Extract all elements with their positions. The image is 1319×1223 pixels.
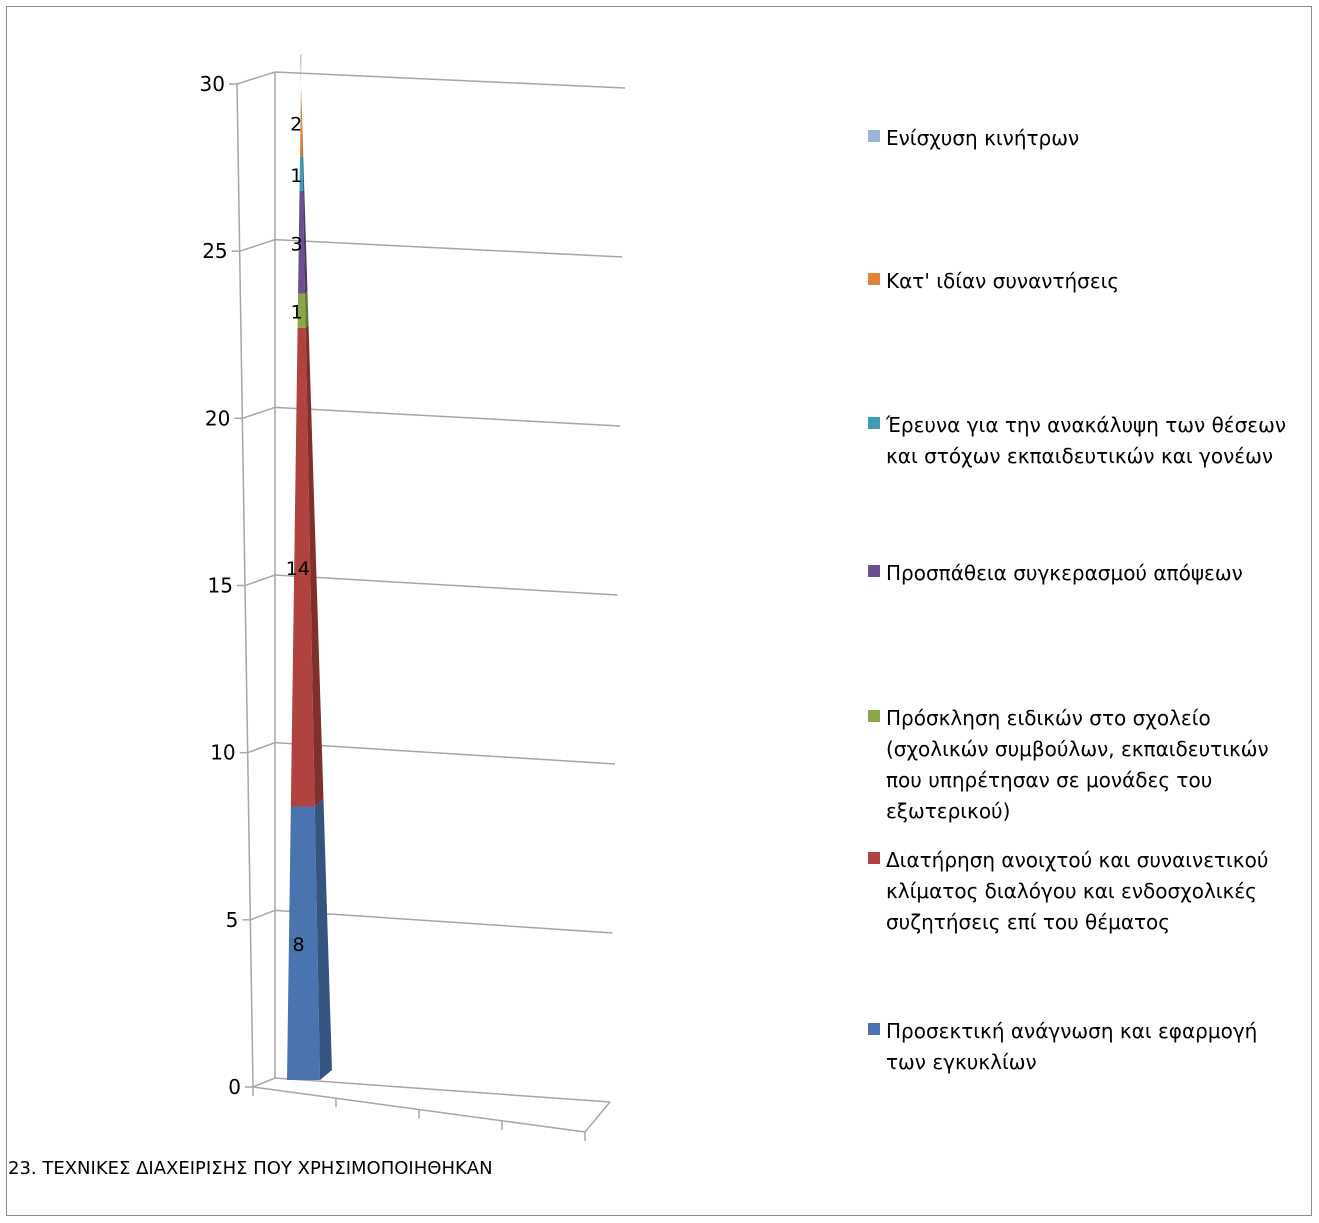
legend-label: Διατήρηση ανοιχτού και συναινετικού κλίμ… [886,848,1269,934]
chart-title: 23. ΤΕΧΝΙΚΕΣ ΔΙΑΧΕΙΡΙΣΗΣ ΠΟΥ ΧΡΗΣΙΜΟΠΟΙΗ… [8,1158,493,1179]
data-label: 14 [286,558,310,580]
legend-swatch [868,130,880,142]
y-tick-label: 5 [226,908,239,932]
legend-label: Πρόσκληση ειδικών στο σχολείο (σχολικών … [886,706,1269,823]
legend-item: Ενίσχυση κινήτρων [868,123,1298,154]
legend-swatch [868,565,880,577]
legend-item: Προσεκτική ανάγνωση και εφαρμογή των εγκ… [868,1016,1298,1078]
legend-swatch [868,1023,880,1035]
y-tick-label: 25 [202,239,227,263]
bar-segment-side [304,291,309,328]
y-tick-label: 10 [210,741,235,765]
legend-label: Ενίσχυση κινήτρων [886,126,1080,150]
legend-label: Προσπάθεια συγκερασμού απόψεων [886,561,1243,585]
chart-frame [6,6,1312,1216]
bar-segment-front [297,293,306,328]
data-labels: 8 14 1 3 1 2 [286,114,310,957]
legend-swatch [868,417,880,429]
floor-edge [584,1101,611,1133]
legend-swatch [868,273,880,285]
axes [229,72,611,1141]
legend-swatch [868,852,880,864]
data-label: 1 [290,165,302,187]
legend-item: Πρόσκληση ειδικών στο σχολείο (σχολικών … [868,703,1298,827]
bar-segment-side [301,88,304,157]
y-tick-labels: 0 5 10 15 20 25 30 [200,72,241,1099]
bar-segment-front [298,190,305,294]
bar-segment-side [300,54,302,89]
y-tick-label: 15 [208,574,233,598]
legend-item: Κατ' ιδίαν συναντήσεις [868,266,1298,297]
gridline [236,71,626,89]
gridline [252,1077,611,1103]
bar-segment-front [299,156,304,191]
bar-segment-front [299,88,303,157]
y-tick-label: 30 [200,72,225,96]
legend-item: Διατήρηση ανοιχτού και συναινετικού κλίμ… [868,845,1298,938]
bar-segment-front [290,327,315,807]
data-label: 8 [292,934,304,956]
legend-item: Έρευνα για την ανακάλυψη των θέσεων και … [868,410,1298,472]
y-tick-label: 20 [205,406,230,430]
bar-segment-side [314,799,332,1080]
data-label: 2 [290,114,302,136]
bar-segment-side [303,189,308,294]
bars [287,54,332,1080]
legend-swatch [868,710,880,722]
legend-label: Κατ' ιδίαν συναντήσεις [886,269,1120,293]
bar-segment-side [302,156,305,191]
y-tick-label: 0 [228,1075,241,1099]
legend-label: Έρευνα για την ανακάλυψη των θέσεων και … [886,413,1287,468]
data-label: 1 [291,302,303,324]
bar-segment-side [305,325,324,807]
legend-label: Προσεκτική ανάγνωση και εφαρμογή των εγκ… [886,1019,1258,1074]
legend-item: Προσπάθεια συγκερασμού απόψεων [868,558,1298,589]
bar-segment-front [287,806,320,1080]
bar-apex [300,54,302,75]
data-label: 3 [290,233,302,255]
y-axis [236,83,254,1088]
